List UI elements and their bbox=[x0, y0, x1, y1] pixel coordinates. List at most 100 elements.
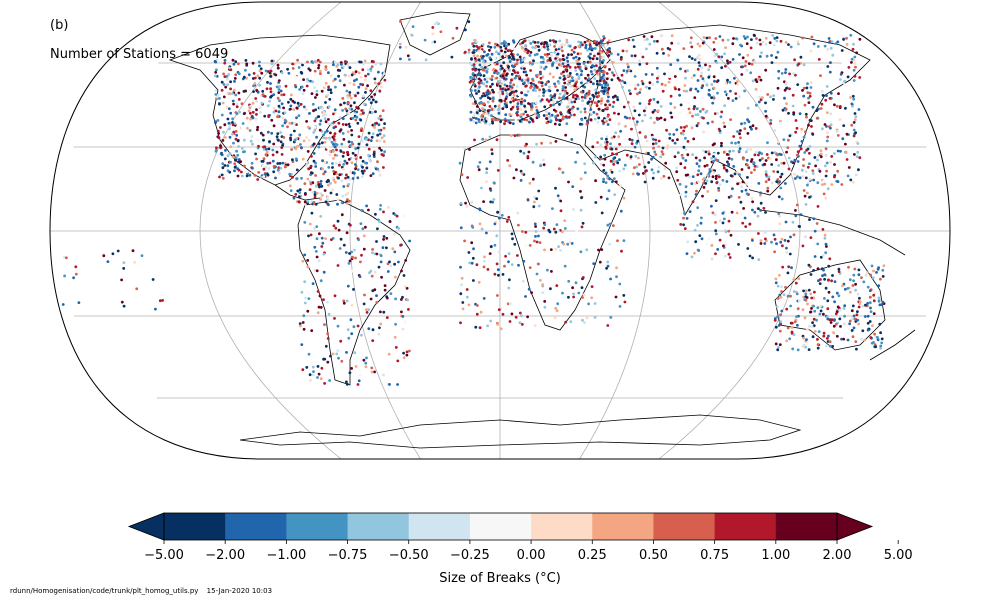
station-marker bbox=[797, 62, 801, 66]
station-marker bbox=[215, 95, 219, 99]
station-marker bbox=[375, 301, 379, 304]
station-marker bbox=[580, 95, 584, 99]
station-marker bbox=[252, 72, 256, 75]
station-marker bbox=[382, 134, 386, 138]
station-marker bbox=[289, 97, 293, 101]
station-marker bbox=[629, 92, 632, 95]
station-marker bbox=[314, 250, 318, 253]
station-marker bbox=[808, 162, 811, 166]
station-marker bbox=[577, 291, 581, 295]
station-marker bbox=[354, 256, 357, 260]
station-marker bbox=[553, 316, 557, 320]
station-marker bbox=[559, 111, 562, 114]
station-marker bbox=[567, 79, 571, 83]
station-marker bbox=[377, 128, 381, 132]
station-marker bbox=[224, 149, 227, 152]
station-marker bbox=[702, 36, 706, 39]
station-marker bbox=[664, 161, 668, 165]
station-marker bbox=[622, 196, 626, 200]
station-marker bbox=[228, 127, 231, 131]
station-marker bbox=[835, 104, 839, 108]
station-marker bbox=[541, 291, 545, 294]
station-marker bbox=[805, 296, 809, 299]
station-marker bbox=[500, 42, 504, 45]
station-marker bbox=[782, 293, 786, 297]
station-marker bbox=[792, 111, 796, 114]
station-marker bbox=[702, 116, 705, 120]
station-marker bbox=[337, 121, 341, 125]
station-marker bbox=[595, 104, 599, 107]
station-marker bbox=[650, 157, 653, 161]
station-marker bbox=[311, 373, 315, 377]
station-marker bbox=[601, 61, 604, 64]
station-marker bbox=[347, 122, 351, 126]
station-marker bbox=[815, 318, 818, 322]
station-marker bbox=[876, 338, 880, 342]
station-marker bbox=[479, 100, 483, 104]
station-marker bbox=[657, 139, 661, 143]
station-marker bbox=[796, 348, 800, 352]
station-marker bbox=[617, 135, 621, 139]
station-marker bbox=[472, 76, 475, 80]
station-marker bbox=[389, 292, 393, 295]
station-marker bbox=[562, 58, 566, 62]
station-marker bbox=[750, 38, 753, 41]
station-marker bbox=[527, 81, 530, 85]
station-marker bbox=[268, 161, 272, 165]
station-marker bbox=[340, 359, 344, 363]
station-marker bbox=[502, 52, 505, 56]
station-marker bbox=[505, 95, 509, 98]
station-marker bbox=[519, 149, 522, 153]
station-marker bbox=[510, 312, 514, 316]
station-marker bbox=[574, 93, 578, 97]
station-marker bbox=[798, 225, 801, 228]
station-marker bbox=[616, 161, 620, 165]
station-marker bbox=[604, 43, 608, 47]
station-marker bbox=[323, 117, 327, 121]
station-marker bbox=[393, 335, 397, 339]
station-marker bbox=[804, 203, 808, 206]
station-marker bbox=[564, 68, 568, 71]
station-marker bbox=[575, 230, 578, 234]
station-marker bbox=[280, 71, 284, 75]
station-marker bbox=[805, 115, 808, 119]
station-marker bbox=[846, 287, 850, 290]
station-marker bbox=[335, 268, 338, 272]
station-marker bbox=[497, 308, 501, 312]
station-marker bbox=[328, 153, 332, 157]
station-marker bbox=[493, 222, 497, 226]
station-marker bbox=[804, 170, 808, 174]
station-marker bbox=[545, 80, 549, 84]
station-marker bbox=[706, 190, 710, 193]
station-marker bbox=[338, 247, 342, 250]
station-marker bbox=[347, 182, 351, 186]
station-marker bbox=[852, 314, 856, 318]
station-marker bbox=[327, 85, 330, 89]
station-marker bbox=[354, 167, 357, 171]
station-marker bbox=[274, 176, 277, 180]
station-marker bbox=[826, 65, 830, 68]
station-marker bbox=[583, 321, 586, 325]
station-marker bbox=[583, 85, 587, 89]
central-america-outline bbox=[274, 184, 321, 201]
station-marker bbox=[310, 92, 314, 95]
station-marker bbox=[342, 243, 346, 247]
station-marker bbox=[471, 256, 475, 260]
station-marker bbox=[489, 58, 493, 62]
station-marker bbox=[531, 62, 534, 66]
station-marker bbox=[221, 101, 225, 105]
station-marker bbox=[231, 132, 234, 136]
station-marker bbox=[213, 74, 217, 78]
station-marker bbox=[267, 114, 271, 117]
station-marker bbox=[780, 309, 784, 313]
station-marker bbox=[614, 147, 618, 151]
station-marker bbox=[821, 90, 824, 93]
station-marker bbox=[364, 147, 368, 151]
station-marker bbox=[235, 105, 239, 109]
station-marker bbox=[772, 170, 776, 173]
station-marker bbox=[824, 147, 828, 151]
station-marker bbox=[751, 208, 754, 212]
station-marker bbox=[322, 357, 325, 361]
station-marker bbox=[337, 176, 340, 180]
station-marker bbox=[794, 214, 798, 218]
